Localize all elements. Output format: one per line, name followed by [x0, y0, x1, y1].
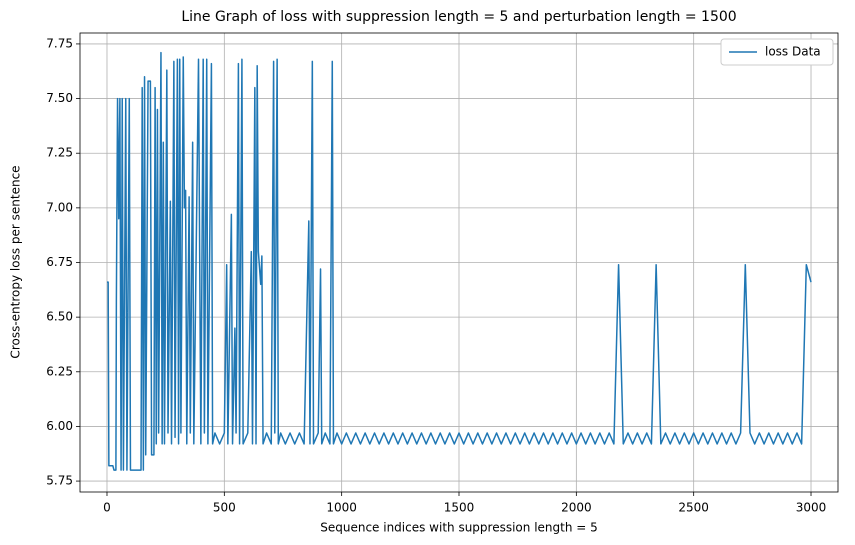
chart-title: Line Graph of loss with suppression leng… — [181, 9, 736, 25]
data-line — [106, 51, 812, 471]
x-tick-label: 2500 — [678, 501, 709, 515]
x-tick-label: 3000 — [796, 501, 827, 515]
plot-frame — [79, 32, 839, 493]
y-tick-label: 6.00 — [46, 419, 73, 433]
legend-box — [720, 38, 834, 66]
x-tick-label: 1500 — [444, 501, 475, 515]
y-tick-label: 7.50 — [46, 91, 73, 105]
y-tick-label: 6.75 — [46, 255, 73, 269]
y-axis-label: Cross-entropy loss per sentence — [9, 165, 23, 358]
legend-label: loss Data — [765, 45, 821, 59]
y-tick-label: 6.50 — [46, 310, 73, 324]
x-tick-label: 0 — [103, 501, 111, 515]
y-tick-label: 6.25 — [46, 364, 73, 378]
y-tick-label: 7.75 — [46, 36, 73, 50]
x-tick-label: 2000 — [561, 501, 592, 515]
x-axis-label: Sequence indices with suppression length… — [320, 521, 598, 535]
x-tick-label: 1000 — [326, 501, 357, 515]
y-tick-label: 5.75 — [46, 474, 73, 488]
y-tick-label: 7.00 — [46, 200, 73, 214]
y-tick-label: 7.25 — [46, 146, 73, 160]
x-tick-label: 500 — [213, 501, 236, 515]
